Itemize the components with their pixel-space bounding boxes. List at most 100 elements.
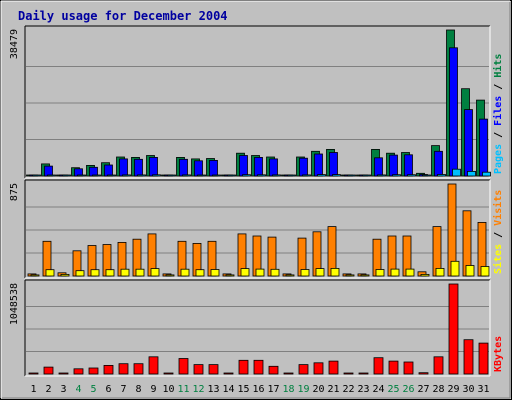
x-tick-label-30: 30 <box>462 384 474 395</box>
bar-sites-day-5 <box>90 269 100 277</box>
bar-pages-day-6 <box>107 174 116 177</box>
bar-files-day-25 <box>389 154 398 177</box>
bar-sites-day-24 <box>375 269 385 277</box>
bar-kbytes-day-30 <box>463 339 474 375</box>
bar-files-day-19 <box>299 157 308 177</box>
bar-sites-day-2 <box>45 269 55 277</box>
bar-pages-day-22 <box>347 174 356 177</box>
x-tick-label-2: 2 <box>45 384 51 395</box>
bar-sites-day-30 <box>465 265 475 277</box>
x-tick-label-16: 16 <box>252 384 264 395</box>
bar-pages-day-12 <box>197 174 206 177</box>
bar-pages-day-30 <box>467 170 476 177</box>
x-tick-label-22: 22 <box>342 384 354 395</box>
bar-pages-day-27 <box>422 174 431 177</box>
bar-files-day-12 <box>194 160 203 177</box>
bar-kbytes-day-16 <box>253 359 264 375</box>
bar-pages-day-29 <box>452 168 461 177</box>
bar-sites-day-28 <box>435 267 445 277</box>
legend-entry-kbytes: KBytes <box>493 336 504 372</box>
bar-kbytes-day-18 <box>283 372 294 375</box>
bar-sites-day-27 <box>420 273 430 277</box>
legend-entry-files: Files <box>492 96 504 126</box>
bar-sites-day-6 <box>105 269 115 277</box>
legend-entry-sites: Sites <box>492 244 504 274</box>
bar-pages-day-18 <box>287 174 296 177</box>
bar-pages-day-25 <box>392 174 401 177</box>
x-tick-label-3: 3 <box>60 384 66 395</box>
bar-kbytes-day-28 <box>433 356 444 375</box>
bar-sites-day-25 <box>390 268 400 277</box>
x-tick-label-14: 14 <box>222 384 234 395</box>
bar-kbytes-day-21 <box>328 360 339 375</box>
y-max-label: 875 <box>9 183 20 201</box>
bar-kbytes-day-4 <box>73 368 84 375</box>
bar-pages-day-26 <box>407 174 416 177</box>
x-tick-label-4: 4 <box>75 384 81 395</box>
legend-separator: / <box>493 226 504 244</box>
bar-kbytes-day-26 <box>403 361 414 375</box>
bar-files-day-16 <box>254 156 263 177</box>
bar-pages-day-8 <box>137 174 146 177</box>
bar-pages-day-7 <box>122 174 131 177</box>
bar-pages-day-14 <box>227 174 236 177</box>
legend-entry-pages: Pages <box>493 144 504 174</box>
bar-files-day-17 <box>269 158 278 177</box>
bar-files-day-31 <box>479 118 488 177</box>
legend-separator: / <box>493 78 504 96</box>
x-tick-label-8: 8 <box>135 384 141 395</box>
bar-pages-day-9 <box>152 174 161 177</box>
bar-files-day-6 <box>104 164 113 177</box>
bar-sites-day-21 <box>330 267 340 277</box>
x-tick-label-27: 27 <box>417 384 429 395</box>
bar-kbytes-day-20 <box>313 362 324 375</box>
bar-files-day-13 <box>209 159 218 177</box>
x-tick-label-20: 20 <box>312 384 324 395</box>
bar-pages-day-28 <box>437 174 446 177</box>
bar-kbytes-day-31 <box>478 342 489 375</box>
x-axis-labels: 1 2 3 4 5 6 7 8 9 10 11 12 13 14 15 16 17 18 19 20 21 22 23 24 2… <box>30 384 489 395</box>
bar-pages-day-13 <box>212 174 221 177</box>
x-tick-label-5: 5 <box>90 384 96 395</box>
bar-pages-day-3 <box>62 174 71 177</box>
bar-sites-day-29 <box>450 260 460 277</box>
bar-files-day-30 <box>464 109 473 177</box>
legend-entry-hits: Hits <box>492 54 504 78</box>
panel-legend: KBytes <box>493 336 504 372</box>
bar-sites-day-16 <box>255 268 265 277</box>
x-tick-label-28: 28 <box>432 384 444 395</box>
x-tick-label-1: 1 <box>30 384 36 395</box>
bar-kbytes-day-14 <box>223 372 234 375</box>
x-tick-label-29: 29 <box>447 384 459 395</box>
x-tick-label-13: 13 <box>207 384 219 395</box>
bar-sites-day-12 <box>195 269 205 277</box>
x-tick-label-15: 15 <box>237 384 249 395</box>
bar-files-day-9 <box>149 156 158 177</box>
x-tick-label-25: 25 <box>387 384 399 395</box>
x-tick-label-24: 24 <box>372 384 384 395</box>
bar-files-day-15 <box>239 155 248 177</box>
bar-files-day-7 <box>119 158 128 177</box>
x-tick-label-23: 23 <box>357 384 369 395</box>
bar-files-day-26 <box>404 154 413 177</box>
bar-pages-day-21 <box>332 174 341 177</box>
x-tick-label-7: 7 <box>120 384 126 395</box>
bar-pages-day-16 <box>257 174 266 177</box>
bar-sites-day-1 <box>30 274 40 277</box>
bar-pages-day-2 <box>47 174 56 177</box>
panel-hits-files-pages: 38479 Pages / Files / Hits <box>9 25 504 179</box>
bar-pages-day-11 <box>182 174 191 177</box>
x-tick-label-10: 10 <box>162 384 174 395</box>
chart-title: Daily usage for December 2004 <box>18 9 228 23</box>
bar-kbytes-day-15 <box>238 359 249 375</box>
bar-kbytes-day-11 <box>178 358 189 375</box>
bar-pages-day-15 <box>242 174 251 177</box>
bar-pages-day-10 <box>167 174 176 177</box>
bar-files-day-28 <box>434 150 443 177</box>
bar-sites-day-22 <box>345 274 355 277</box>
bar-files-day-8 <box>134 158 143 177</box>
x-tick-label-17: 17 <box>267 384 279 395</box>
bar-files-day-20 <box>314 153 323 177</box>
bar-sites-day-3 <box>60 273 70 277</box>
bar-kbytes-day-10 <box>163 372 174 375</box>
